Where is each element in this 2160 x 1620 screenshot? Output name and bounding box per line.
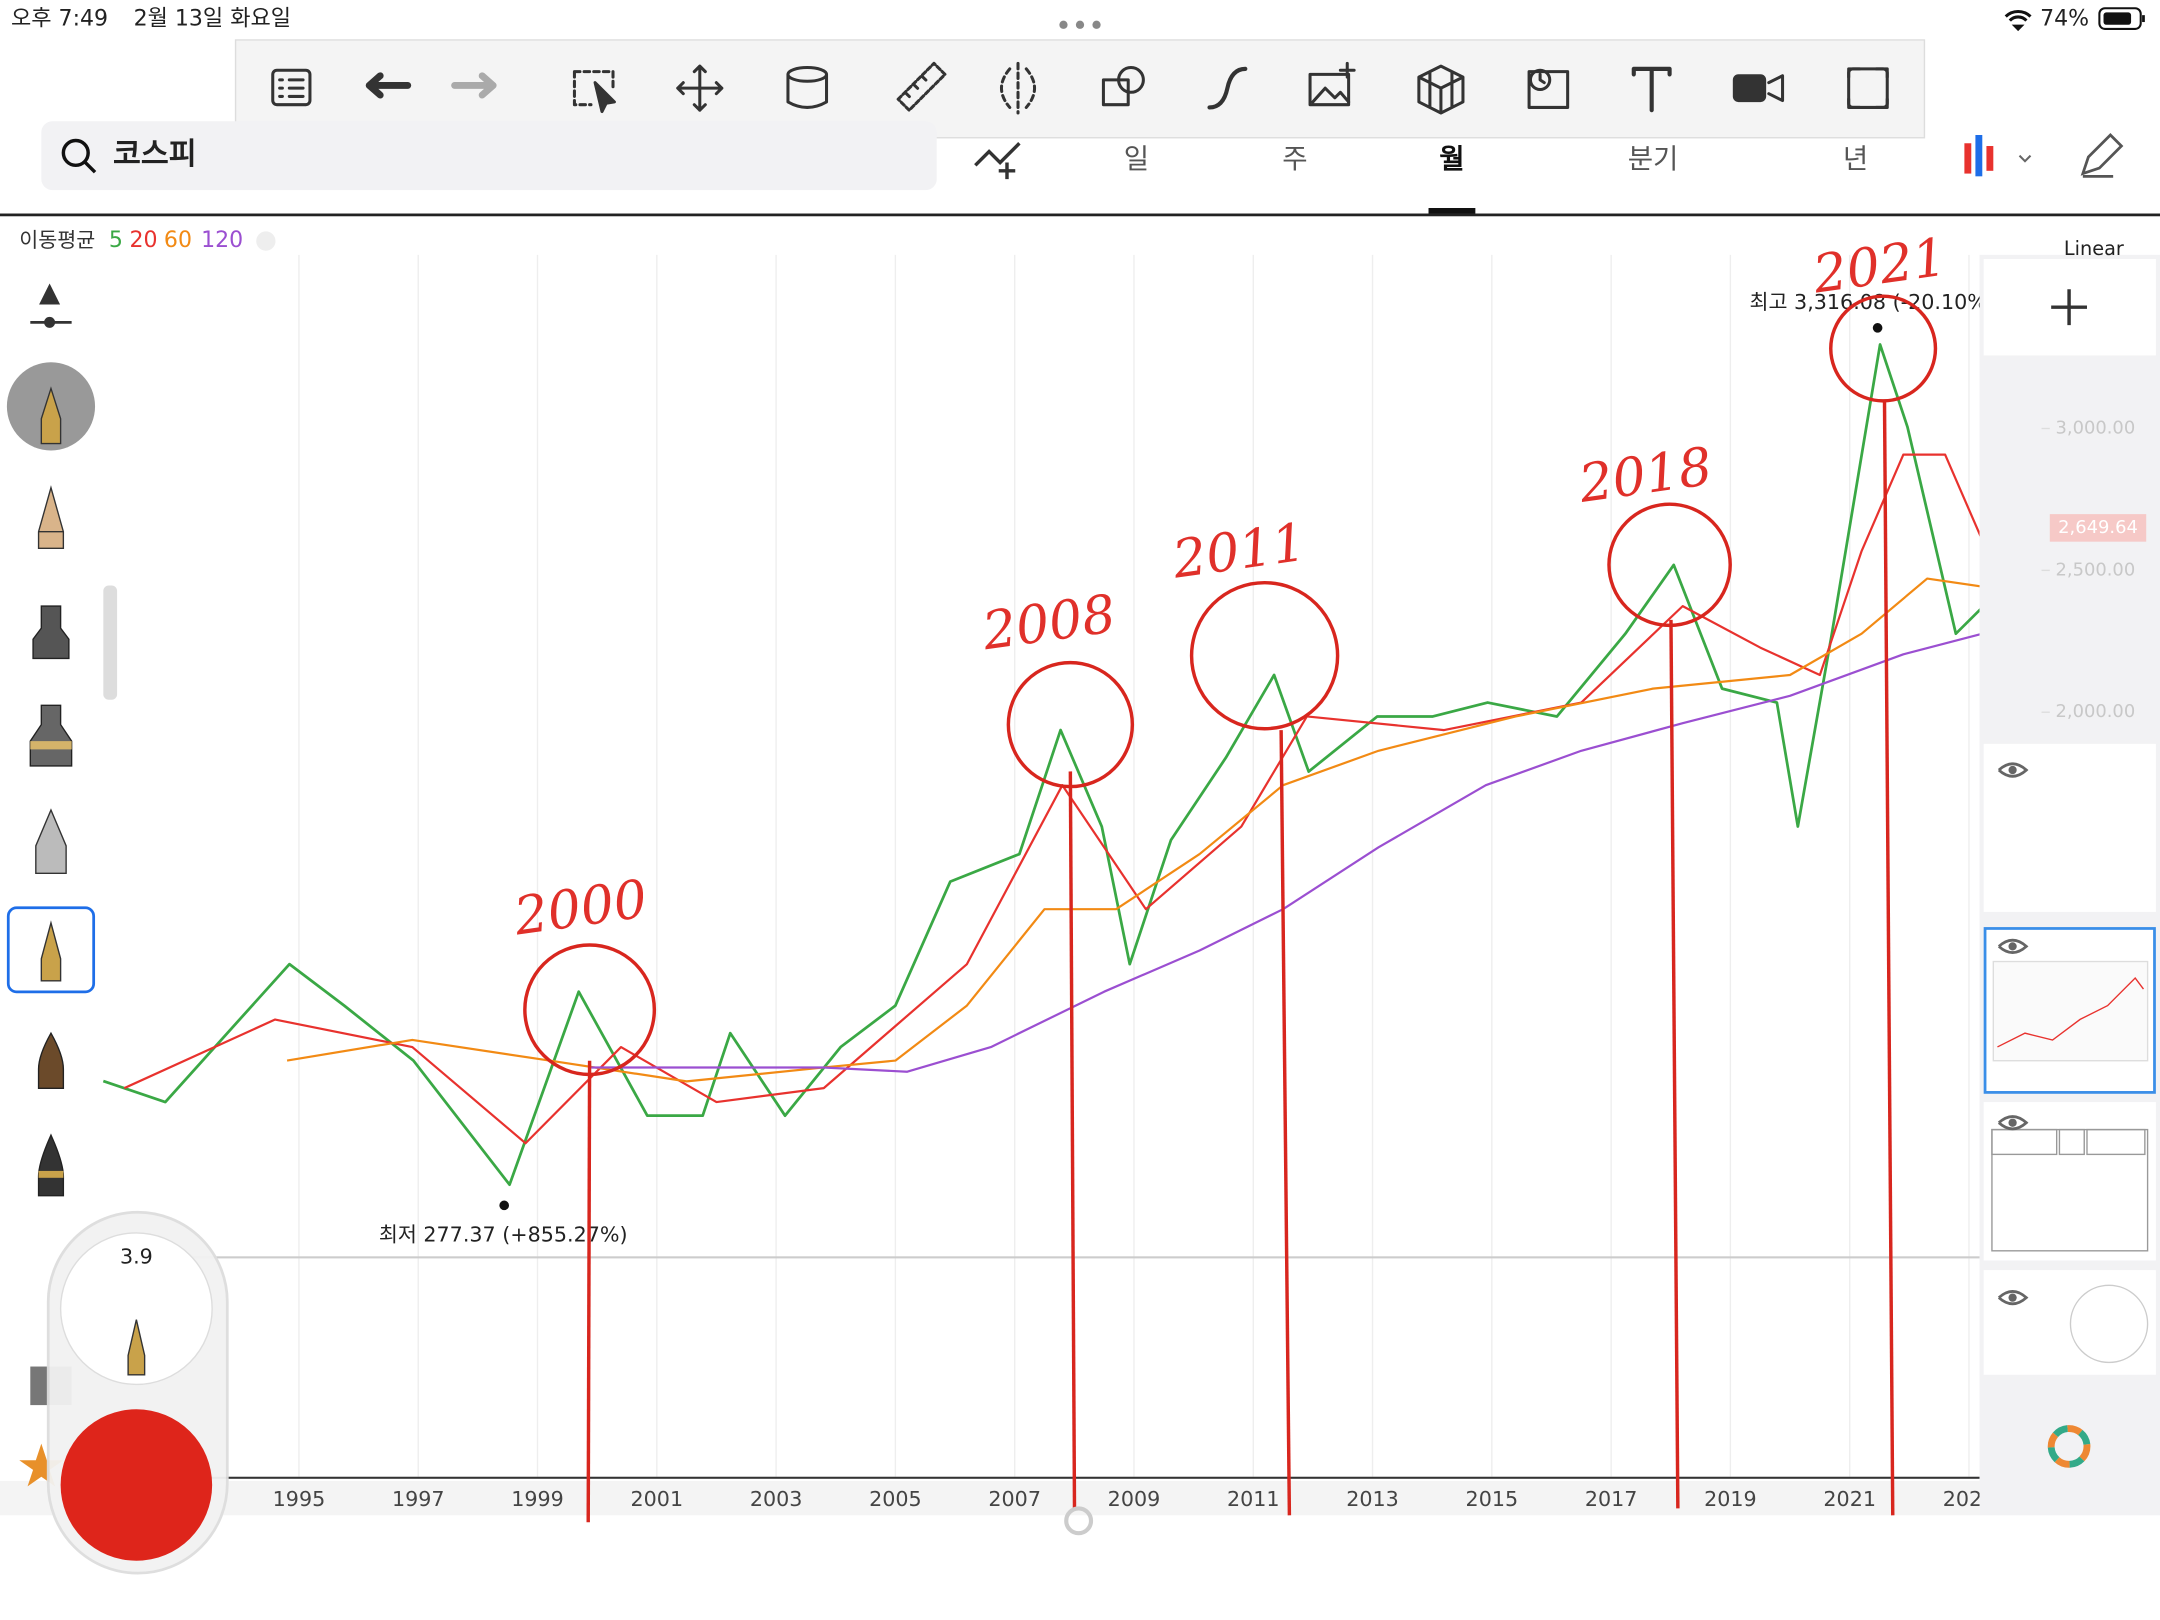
x-tick-label: 2017 xyxy=(1585,1487,1638,1511)
battery-text: 74% xyxy=(2040,6,2089,31)
x-tick-label: 2005 xyxy=(869,1487,922,1511)
annotation-line xyxy=(1882,399,1895,1516)
wifi-icon xyxy=(2004,10,2032,32)
chart-type-icon[interactable] xyxy=(1964,135,2032,177)
period-tab[interactable]: 년 xyxy=(1843,143,1868,175)
annotation-line xyxy=(586,1060,592,1523)
x-axis: 1995 1997 1999 2001 2003 2005 2007 2009 2011 2013… xyxy=(273,1487,1996,1511)
period-tab[interactable]: 주 xyxy=(1282,143,1307,175)
search-icon xyxy=(61,138,90,168)
annotation-label: 2011 xyxy=(1168,512,1309,591)
home-indicator[interactable] xyxy=(1064,1506,1094,1536)
tool-palette[interactable] xyxy=(6,283,96,1487)
current-price-label: 2,649.64 xyxy=(2058,517,2138,538)
period-tab[interactable]: 분기 xyxy=(1628,143,1679,175)
annotation-line xyxy=(1669,619,1680,1509)
grid-layer xyxy=(298,254,1970,1477)
legend-entry: 60 xyxy=(164,228,192,253)
pen-size: 3.9 xyxy=(120,1245,153,1269)
x-tick-label: 2001 xyxy=(631,1487,684,1511)
low-label: 최저 277.37 (+855.27%) xyxy=(379,1223,628,1247)
legend-close[interactable] xyxy=(256,231,276,251)
search-box[interactable] xyxy=(41,121,937,191)
y-axis: 2,000.00 2,500.00 3,000.00 2,649.64 xyxy=(2041,417,2147,722)
period-tabs: 일 주 월 분기 년 xyxy=(1124,143,1868,214)
x-tick-label: 2007 xyxy=(988,1487,1041,1511)
x-tick-label: 2015 xyxy=(1466,1487,1519,1511)
x-tick-label: 2011 xyxy=(1227,1487,1280,1511)
annotation-label: 2018 xyxy=(1574,436,1715,515)
layer-cards[interactable] xyxy=(1983,258,2156,1468)
legend-title: 이동평균 xyxy=(19,228,95,252)
tab-underline xyxy=(1428,208,1476,214)
x-tick-label: 2021 xyxy=(1823,1487,1876,1511)
x-tick-label: 2019 xyxy=(1704,1487,1757,1511)
ma-legend: 이동평균 5 20 60 120 xyxy=(19,228,276,253)
ma-line xyxy=(102,343,2013,1187)
toolbar-icons[interactable] xyxy=(271,61,1889,115)
current-price-box xyxy=(2049,514,2147,542)
x-axis-band xyxy=(0,1480,1980,1516)
add-indicator-icon[interactable] xyxy=(974,142,1021,180)
edit-icon[interactable] xyxy=(2080,133,2124,178)
legend-entry: 120 xyxy=(201,228,243,253)
scale-mode[interactable]: Linear xyxy=(2064,237,2124,260)
y-tick-label: 2,500.00 xyxy=(2056,559,2136,580)
multitask-dots[interactable] xyxy=(1059,20,1101,29)
legend-entry: 5 xyxy=(109,228,123,253)
ma-line xyxy=(591,618,2035,1073)
period-tab[interactable]: 일 xyxy=(1124,143,1149,175)
annotation-line xyxy=(1279,730,1292,1516)
high-marker xyxy=(1872,323,1883,333)
ma-line xyxy=(123,453,2035,1145)
x-tick-label: 1997 xyxy=(392,1487,445,1511)
annotation-circle xyxy=(1189,580,1340,731)
y-tick-label: 3,000.00 xyxy=(2056,417,2136,438)
status-date: 2월 13일 화요일 xyxy=(134,6,291,31)
x-tick-label: 2013 xyxy=(1346,1487,1399,1511)
ma-line xyxy=(286,577,2023,1083)
series-layer xyxy=(102,343,2035,1187)
period-tab[interactable]: 월 xyxy=(1439,143,1464,175)
annotation-layer: 2000 2008 2011 2018 2021 xyxy=(510,227,1950,1523)
legend-entry: 20 xyxy=(129,228,157,253)
x-tick-label: 2003 xyxy=(750,1487,803,1511)
pen-widget[interactable] xyxy=(46,1210,229,1575)
annotation-label: 2008 xyxy=(978,583,1119,662)
y-tick-label: 2,000.00 xyxy=(2056,701,2136,722)
x-tick-label: 2009 xyxy=(1108,1487,1161,1511)
palette-scroll xyxy=(103,585,118,700)
volume-divider xyxy=(103,1256,1980,1259)
search-icon-handle xyxy=(84,161,97,174)
annotation-label: 2000 xyxy=(510,869,651,948)
status-time: 오후 7:49 xyxy=(11,6,108,31)
x-tick-label: 1999 xyxy=(511,1487,564,1511)
search-query: 코스피 xyxy=(113,137,197,172)
volume-baseline xyxy=(103,1476,1980,1479)
annotation-line xyxy=(1068,771,1077,1509)
header-divider xyxy=(0,213,2160,217)
high-label: 최고 3,316.08 (-20.10%) xyxy=(1749,290,1994,314)
annotation-circle xyxy=(1607,502,1732,628)
low-marker xyxy=(499,1200,510,1211)
annotation-circle xyxy=(1006,660,1135,789)
battery-icon xyxy=(2098,7,2145,30)
x-tick-label: 1995 xyxy=(273,1487,326,1511)
